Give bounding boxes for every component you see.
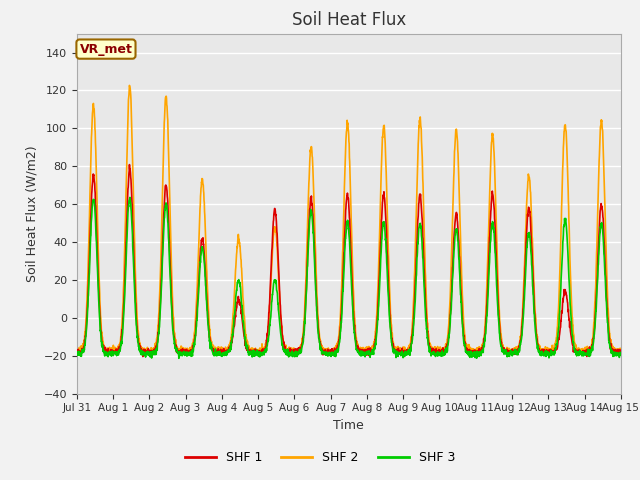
X-axis label: Time: Time bbox=[333, 419, 364, 432]
Legend: SHF 1, SHF 2, SHF 3: SHF 1, SHF 2, SHF 3 bbox=[180, 446, 460, 469]
Title: Soil Heat Flux: Soil Heat Flux bbox=[292, 11, 406, 29]
Y-axis label: Soil Heat Flux (W/m2): Soil Heat Flux (W/m2) bbox=[25, 145, 38, 282]
Text: VR_met: VR_met bbox=[79, 43, 132, 56]
